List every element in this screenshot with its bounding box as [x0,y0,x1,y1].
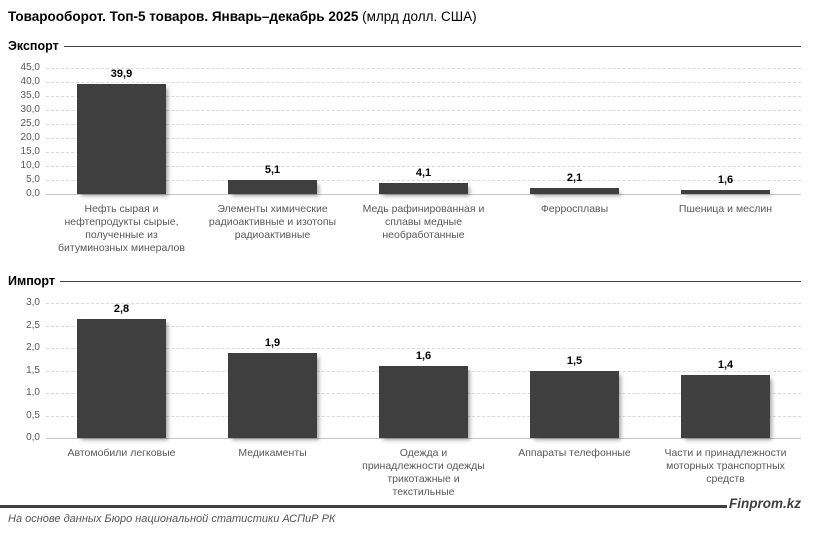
export-section-header: Экспорт [8,38,801,53]
category-label: Пшеница и меслин [678,203,773,215]
export-bar-chart: 45,0 40,0 35,0 30,0 25,0 20,0 15,0 10,0 5,0 0,0 39… [8,62,801,255]
export-section: Экспорт 45,0 40,0 35,0 30,0 25,0 20,0 15,0 10,0… [8,38,801,255]
bar-slot: 1,6 [650,68,801,194]
gridline [46,166,801,167]
section-label-export: Экспорт [8,38,59,53]
brand-logo: Finprom.kz [728,496,801,511]
y-tick-label: 1,5 [26,364,40,376]
bar-value-label: 1,9 [264,336,281,349]
y-axis: 45,0 40,0 35,0 30,0 25,0 20,0 15,0 10,0 5,0 0,0 [8,62,46,199]
gridline [46,68,801,69]
bar-slot: 1,5 [499,303,650,438]
y-tick-label: 5,0 [26,174,40,185]
bar [76,319,167,438]
bar-value-label: 1,4 [717,359,734,371]
source-note: На основе данных Бюро национальной стати… [8,513,336,525]
y-tick-label: 10,0 [20,160,40,171]
y-tick-label: 15,0 [20,146,40,157]
import-section-header: Импорт [8,273,801,288]
bar-value-label: 4,1 [415,166,432,179]
bar-slots: 2,8 1,9 1,6 1,5 1,4 [46,303,801,438]
y-tick-label: 0,0 [26,432,40,443]
plot-grid: 2,8 1,9 1,6 1,5 1,4 [46,303,801,439]
y-tick-label: 0,5 [26,409,40,421]
brand-row: Finprom.kz [0,496,801,511]
y-tick-label: 45,0 [20,62,40,73]
gridline [46,124,801,125]
x-axis-line [46,194,801,195]
section-rule [60,280,801,282]
y-tick-label: 25,0 [20,118,40,129]
bar-value-label: 1,6 [415,350,432,362]
bar [680,189,771,194]
page-title: Товарооборот. Топ-5 товаров. Январь–дека… [8,8,801,26]
bar [227,352,318,438]
gridline [46,82,801,83]
bar-slot: 1,4 [650,303,801,438]
category-label: Ферросплавы [540,203,609,215]
bar-slot: 2,8 [46,303,197,438]
category-label: Медикаменты [238,447,307,459]
gridline [46,325,801,327]
category-label: Медь рафинированная и сплавы медные необ… [362,203,485,241]
bar-slot: 4,1 [348,68,499,194]
bar-slot: 1,9 [197,303,348,438]
category-label: Элементы химические радиоактивные и изот… [208,203,337,241]
gridline [46,138,801,139]
y-axis: 3,0 2,5 2,0 1,5 1,0 0,5 0,0 [8,297,46,443]
bar-slot: 1,6 [348,303,499,438]
category-label: Одежда и принадлежности одежды трикотажн… [362,447,485,498]
y-tick-label: 35,0 [20,90,40,101]
chart-plot-area: 3,0 2,5 2,0 1,5 1,0 0,5 0,0 2,8 1,9 1,6 1,5 1,4 [8,297,801,443]
category-labels: Автомобили легковые Медикаменты Одежда и п… [46,447,801,499]
bar-value-label: 1,6 [717,173,734,186]
bar-value-label: 2,8 [113,303,130,315]
y-tick-label: 0,0 [26,188,40,199]
page-title-unit: (млрд долл. США) [358,9,477,24]
section-rule [63,45,801,47]
category-label: Части и принадлежности моторных транспор… [664,447,787,485]
bar-value-label: 1,5 [566,354,583,367]
infographic-page: Товарооборот. Топ-5 товаров. Январь–дека… [8,8,801,499]
y-tick-label: 1,0 [26,387,40,398]
bar [227,179,318,194]
bar [76,84,167,194]
y-tick-label: 3,0 [26,297,40,308]
bar-slot: 39,9 [46,68,197,194]
brand-rule [0,505,727,508]
bar [680,375,771,438]
category-label: Автомобили легковые [67,447,176,459]
x-axis-line [46,438,801,439]
bar [529,188,620,194]
bar [529,370,620,438]
bar-slot: 5,1 [197,68,348,194]
bar-slots: 39,9 5,1 4,1 2,1 1,6 [46,68,801,194]
section-label-import: Импорт [8,273,56,288]
gridline [46,303,801,304]
y-tick-label: 40,0 [20,76,40,87]
page-title-main: Товарооборот. Топ-5 товаров. Январь–дека… [8,9,359,24]
bar [378,182,469,194]
plot-grid: 39,9 5,1 4,1 2,1 1,6 [46,68,801,195]
y-tick-label: 20,0 [20,132,40,143]
gridline [46,152,801,153]
gridline [46,180,801,181]
y-tick-label: 2,0 [26,342,40,353]
gridline [46,96,801,97]
import-section: Импорт 3,0 2,5 2,0 1,5 1,0 0,5 0,0 2,8 1,9 1,6 1,5… [8,273,801,499]
gridline [46,110,801,111]
bar-value-label: 5,1 [264,163,281,176]
category-label: Нефть сырая и нефтепродукты сырые, получ… [58,203,185,254]
category-label: Аппараты телефонные [518,447,631,459]
bar-slot: 2,1 [499,68,650,194]
chart-plot-area: 45,0 40,0 35,0 30,0 25,0 20,0 15,0 10,0 5,0 0,0 39… [8,62,801,199]
bar-value-label: 2,1 [566,172,583,185]
bar [378,366,469,438]
category-labels: Нефть сырая и нефтепродукты сырые, получ… [46,203,801,255]
bar-value-label: 39,9 [110,68,133,80]
import-bar-chart: 3,0 2,5 2,0 1,5 1,0 0,5 0,0 2,8 1,9 1,6 1,5 1,4 Авто… [8,297,801,499]
y-tick-label: 2,5 [26,319,40,331]
gridline [46,348,801,349]
y-tick-label: 30,0 [20,104,40,115]
